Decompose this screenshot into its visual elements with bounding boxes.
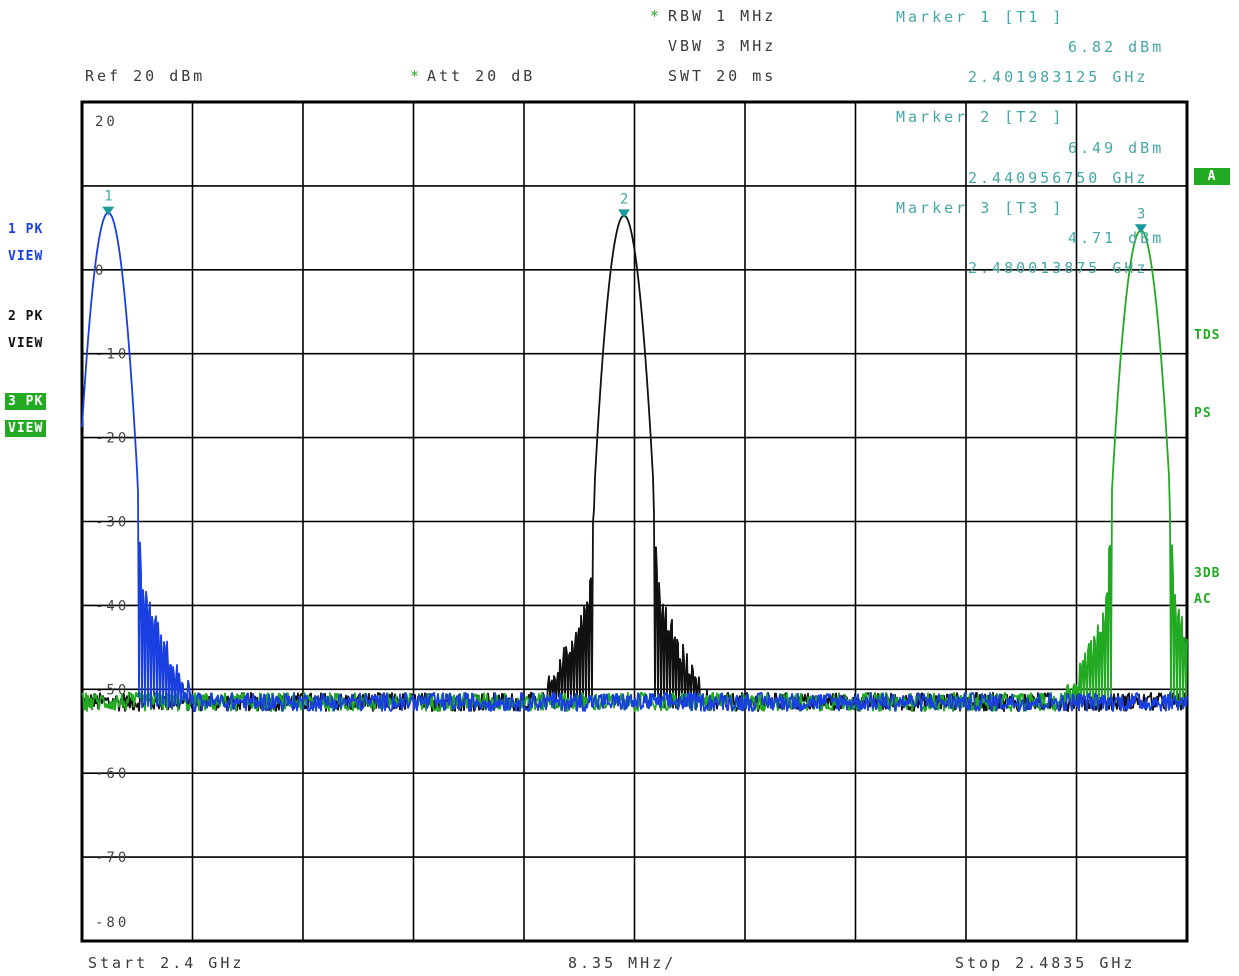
trace2-view[interactable]: VIEW [8, 336, 44, 351]
marker-triangle [102, 206, 115, 216]
3db-label: 3DB [1194, 566, 1221, 581]
attenuation: Att 20 dB [427, 67, 536, 85]
y-tick-label: -40 [95, 598, 129, 614]
rbw-readout: RBW 1 MHz [668, 7, 777, 25]
trace3-view[interactable]: VIEW [5, 420, 47, 437]
marker3-title: Marker 3 [T3 ] [896, 199, 1065, 217]
y-tick-label: -80 [95, 915, 129, 931]
y-tick-label: -10 [95, 347, 129, 363]
y-tick-label: -30 [95, 515, 129, 531]
marker1-freq: 2.401983125 GHz [968, 68, 1149, 86]
a-badge: A [1194, 168, 1230, 185]
marker-symbols: 1 2 3 [102, 189, 1147, 234]
span-per-div: 8.35 MHz/ [568, 954, 677, 972]
start-frequency: Start 2.4 GHz [88, 954, 245, 972]
tds-label: TDS [1194, 328, 1221, 343]
y-tick-label: -60 [95, 766, 129, 782]
marker-number: 3 [1137, 206, 1145, 222]
marker3-freq: 2.480013875 GHz [968, 259, 1149, 277]
vbw-readout: VBW 3 MHz [668, 37, 777, 55]
trace-line-1 [81, 211, 1188, 713]
ref-level: Ref 20 dBm [85, 67, 206, 85]
marker1-level: 6.82 dBm [1068, 38, 1165, 56]
y-tick-label: 20 [95, 114, 118, 130]
trace3-label[interactable]: 3 PK [5, 393, 47, 410]
trace1-label[interactable]: 1 PK [8, 222, 44, 237]
traces [81, 211, 1188, 713]
att-star: * [410, 67, 423, 85]
swt-readout: SWT 20 ms [668, 67, 777, 85]
marker-triangle [1134, 224, 1147, 234]
trace-1 [81, 211, 1188, 713]
y-tick-labels: 20 0 -10 -20 -30 -40 -50 -60 -70 -80 [95, 114, 129, 931]
marker-triangle [618, 209, 631, 219]
marker2-freq: 2.440956750 GHz [968, 169, 1149, 187]
marker2-level: 6.49 dBm [1068, 139, 1165, 157]
y-tick-label: -50 [95, 682, 129, 698]
y-tick-label: -20 [95, 431, 129, 447]
ac-label: AC [1194, 592, 1212, 607]
grid [80, 100, 1189, 943]
stop-frequency: Stop 2.4835 GHz [955, 954, 1136, 972]
trace1-view[interactable]: VIEW [8, 249, 44, 264]
marker2-title: Marker 2 [T2 ] [896, 108, 1065, 126]
marker-number: 2 [620, 191, 628, 207]
ps-label: PS [1194, 406, 1212, 421]
marker3-level: 4.71 dBm [1068, 229, 1165, 247]
marker1-title: Marker 1 [T1 ] [896, 8, 1065, 26]
trace2-label[interactable]: 2 PK [8, 309, 44, 324]
marker-number: 1 [104, 189, 112, 205]
y-tick-label: -70 [95, 850, 129, 866]
y-tick-label: 0 [95, 263, 106, 279]
rbw-star: * [650, 7, 663, 25]
